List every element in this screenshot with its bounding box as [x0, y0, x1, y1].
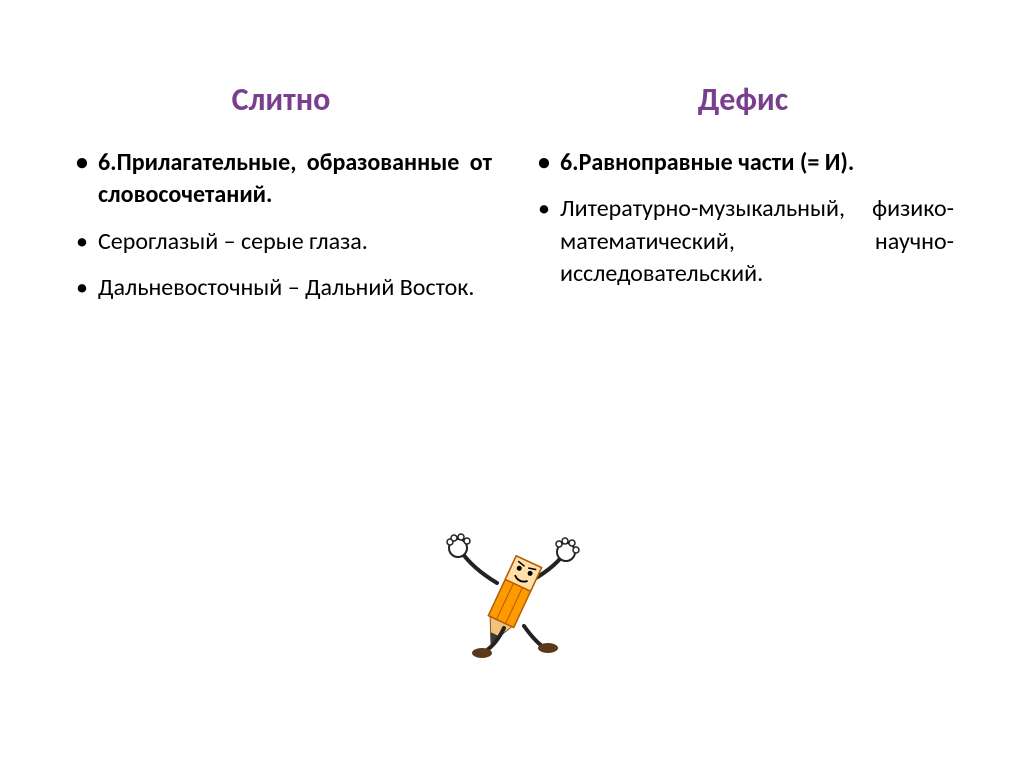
list-item: Литературно-музыкальный, физико-математи… — [532, 193, 954, 290]
list-item: Сероглазый – серые глаза. — [70, 226, 492, 258]
slide: Слитно 6.Прилагательные, образованные от… — [0, 0, 1024, 768]
left-column: Слитно 6.Прилагательные, образованные от… — [70, 80, 492, 319]
right-list: 6.Равноправные части (= И). Литературно-… — [532, 147, 954, 291]
left-heading: Слитно — [70, 80, 492, 119]
right-heading: Дефис — [532, 80, 954, 119]
columns: Слитно 6.Прилагательные, образованные от… — [70, 80, 954, 319]
left-list: 6.Прилагательные, образованные от словос… — [70, 147, 492, 305]
pencil-character-icon — [442, 528, 582, 673]
glove-left — [447, 534, 470, 557]
right-column: Дефис 6.Равноправные части (= И). Литера… — [532, 80, 954, 319]
list-item: 6.Прилагательные, образованные от словос… — [70, 147, 492, 212]
list-item: 6.Равноправные части (= И). — [532, 147, 954, 179]
glove-right — [556, 538, 579, 561]
list-item: Дальневосточный – Дальний Восток. — [70, 272, 492, 304]
